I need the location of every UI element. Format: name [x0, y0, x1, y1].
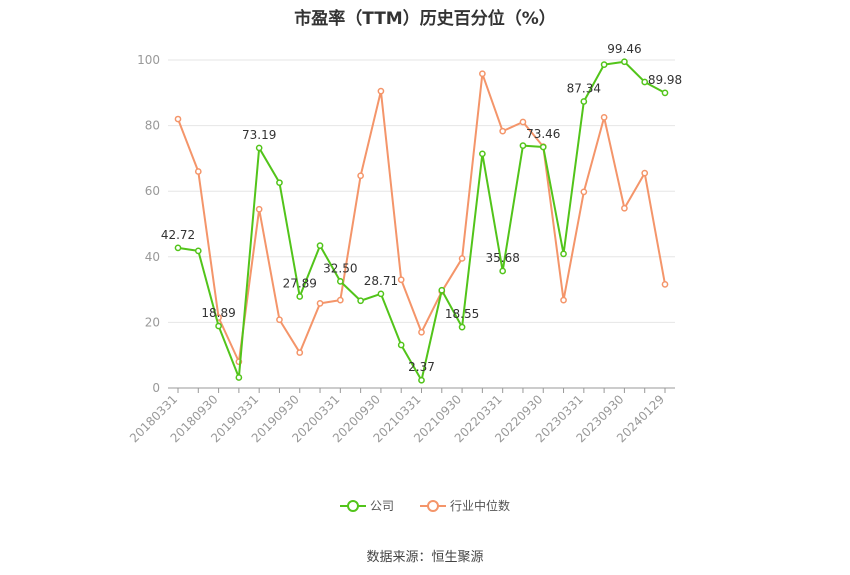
- point-company-20200930: [377, 290, 385, 298]
- point-industry-median-20230331: [580, 188, 588, 196]
- data-label-company-20200930: 28.71: [364, 274, 398, 288]
- legend: 公司 行业中位数: [0, 497, 850, 514]
- legend-item-industry-median[interactable]: 行业中位数: [420, 497, 510, 514]
- point-company-20181231: [235, 374, 243, 381]
- point-company-20220930: [539, 143, 547, 151]
- point-industry-median-20190331: [255, 205, 263, 213]
- data-label-company-20220331: 35.68: [485, 251, 519, 265]
- data-label-company-20230930: 99.46: [607, 42, 641, 56]
- point-company-20211231: [479, 150, 486, 158]
- point-industry-median-20191231: [316, 300, 324, 307]
- data-label-company-20180331: 42.72: [161, 228, 195, 242]
- data-label-company-20200331: 32.50: [323, 261, 357, 275]
- point-company-20220331: [499, 267, 507, 275]
- point-industry-median-20210930: [458, 255, 466, 262]
- point-company-20210630: [438, 286, 446, 294]
- point-industry-median-20190630: [276, 316, 283, 324]
- point-company-20230630: [600, 61, 608, 68]
- point-company-20191231: [316, 242, 324, 249]
- series-line-industry-median: [177, 72, 666, 363]
- point-industry-median-20200630: [357, 172, 364, 180]
- point-industry-median-20240129: [661, 281, 669, 288]
- point-industry-median-20200930: [377, 87, 385, 95]
- y-tick-label-20: 20: [145, 315, 160, 329]
- legend-swatch-company: [339, 499, 366, 513]
- point-company-20230331: [580, 98, 588, 105]
- data-label-company-20180930: 18.89: [201, 306, 235, 320]
- point-company-20210930: [458, 323, 466, 331]
- point-industry-median-20211231: [479, 70, 486, 78]
- point-industry-median-20180630: [194, 168, 202, 175]
- point-company-20220630: [519, 142, 527, 149]
- point-company-20201231: [397, 341, 405, 349]
- y-tick-label-100: 100: [137, 53, 160, 67]
- point-industry-median-20210331: [418, 328, 425, 336]
- point-company-20190630: [276, 179, 283, 187]
- legend-label-industry-median: 行业中位数: [450, 499, 511, 513]
- source-note: 数据来源：恒生聚源: [366, 550, 484, 565]
- legend-label-company: 公司: [369, 499, 394, 513]
- y-tick-label-60: 60: [145, 184, 160, 198]
- chart-title: 市盈率（TTM）历史百分位（%）: [294, 9, 556, 29]
- point-company-20180630: [194, 247, 202, 255]
- data-label-company-20210331: 2.37: [408, 360, 435, 374]
- y-tick-label-40: 40: [145, 250, 160, 264]
- data-label-company-20220930: 73.46: [526, 127, 560, 141]
- point-industry-median-20231231: [641, 169, 649, 177]
- point-company-20180930: [215, 322, 222, 330]
- data-label-company-20210930: 18.55: [445, 307, 479, 321]
- point-company-20200331: [336, 278, 344, 285]
- legend-swatch-industry-median: [420, 499, 446, 513]
- data-labels: 42.72 18.89 73.19 27.89 32.50 28.71 2.37 18.55 3…: [161, 42, 682, 374]
- data-label-company-20230331: 87.34: [567, 82, 601, 96]
- point-industry-median-20230630: [600, 114, 608, 121]
- legend-item-company[interactable]: 公司: [339, 497, 394, 514]
- y-tick-label-0: 0: [152, 381, 160, 395]
- point-industry-median-20230930: [621, 204, 628, 212]
- point-industry-median-20180331: [174, 115, 182, 123]
- point-company-20180331: [174, 244, 182, 252]
- point-industry-median-20220331: [499, 127, 507, 135]
- point-company-20230930: [621, 58, 628, 66]
- point-industry-median-20220630: [519, 118, 527, 126]
- point-industry-median-20201231: [397, 276, 405, 284]
- point-company-20200630: [357, 297, 364, 305]
- point-company-20231231: [641, 78, 649, 86]
- y-tick-label-80: 80: [145, 119, 160, 133]
- point-industry-median-20200331: [336, 296, 344, 304]
- data-label-company-20190331: 73.19: [242, 128, 276, 142]
- point-industry-median-20221231: [560, 296, 567, 304]
- point-industry-median-20190930: [296, 349, 304, 356]
- data-label-company-20240129: 89.98: [648, 73, 682, 87]
- data-label-company-20190930: 27.89: [283, 277, 317, 291]
- point-company-20190930: [296, 293, 304, 300]
- point-company-20210331: [418, 376, 425, 384]
- grid-lines: [168, 59, 675, 323]
- point-company-20190331: [255, 144, 263, 152]
- point-company-20240129: [661, 89, 669, 97]
- point-company-20221231: [560, 250, 567, 258]
- series-group: [174, 58, 669, 384]
